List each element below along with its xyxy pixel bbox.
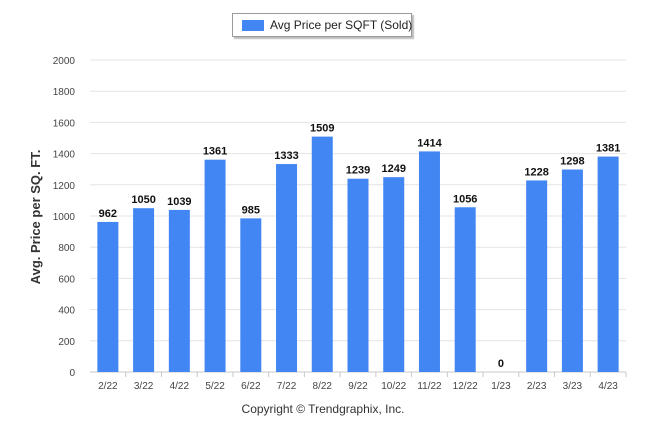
bar-5-22 xyxy=(204,159,226,372)
x-tick-label: 8/22 xyxy=(313,381,333,392)
x-tick-label: 3/22 xyxy=(134,381,154,392)
bar-3-22 xyxy=(133,208,155,372)
bar-8-22 xyxy=(311,136,333,372)
data-label: 1509 xyxy=(310,123,334,135)
legend-swatch xyxy=(242,19,264,31)
data-label: 985 xyxy=(242,204,260,216)
y-axis-label: Avg. Price per SQ. FT. xyxy=(28,150,43,285)
bar-11-22 xyxy=(418,151,440,372)
y-axis-ticks: 0 200 400 600 800 1000 1200 1400 1600 1800 2000 xyxy=(53,56,76,379)
x-tick-label: 1/23 xyxy=(491,381,511,392)
data-label: 1050 xyxy=(131,194,155,206)
copyright-text: Copyright © Trendgraphix, Inc. xyxy=(241,402,405,416)
x-tick-label: 10/22 xyxy=(381,381,406,392)
x-tick-label: 12/22 xyxy=(453,381,478,392)
x-tick-label: 7/22 xyxy=(277,381,297,392)
data-labels: 962 1050 1039 1361 985 1333 1509 1239 1249 1414 10… xyxy=(99,123,621,370)
y-tick-label: 1600 xyxy=(53,118,76,129)
x-axis-ticks: 2/22 3/22 4/22 5/22 6/22 7/22 8/22 9/22 10/22 11/… xyxy=(98,372,627,392)
data-label: 1228 xyxy=(524,166,548,178)
y-tick-label: 400 xyxy=(58,306,75,317)
y-tick-label: 0 xyxy=(69,368,75,379)
legend-label: Avg Price per SQFT (Sold) xyxy=(270,18,413,32)
y-tick-label: 2000 xyxy=(53,56,76,67)
x-tick-label: 4/23 xyxy=(598,381,618,392)
x-tick-label: 2/22 xyxy=(98,381,118,392)
bar-2-23 xyxy=(526,180,548,372)
data-label: 1381 xyxy=(596,143,620,155)
y-tick-label: 1200 xyxy=(53,181,76,192)
bar-9-22 xyxy=(347,178,369,372)
x-tick-label: 6/22 xyxy=(241,381,261,392)
bar-12-22 xyxy=(454,207,476,372)
x-tick-label: 11/22 xyxy=(417,381,442,392)
data-label: 1249 xyxy=(381,163,405,175)
y-tick-label: 200 xyxy=(58,337,75,348)
y-tick-label: 1800 xyxy=(53,87,76,98)
bars xyxy=(97,136,619,372)
data-label: 1414 xyxy=(417,137,442,149)
x-tick-label: 4/22 xyxy=(170,381,190,392)
data-label: 1039 xyxy=(167,196,191,208)
bar-4-23 xyxy=(597,156,619,372)
y-tick-label: 1000 xyxy=(53,212,76,223)
legend: Avg Price per SQFT (Sold) xyxy=(232,13,412,37)
bar-4-22 xyxy=(168,209,190,372)
bar-7-22 xyxy=(276,164,298,372)
bar-3-23 xyxy=(561,169,583,372)
bar-10-22 xyxy=(383,177,405,372)
data-label: 1056 xyxy=(453,193,477,205)
data-label: 0 xyxy=(498,358,504,370)
x-tick-label: 5/22 xyxy=(205,381,225,392)
data-label: 1298 xyxy=(560,156,584,168)
bar-2-22 xyxy=(97,221,119,372)
y-tick-label: 600 xyxy=(58,274,75,285)
y-tick-label: 1400 xyxy=(53,150,76,161)
data-label: 1239 xyxy=(346,165,370,177)
data-label: 1361 xyxy=(203,146,227,158)
data-label: 962 xyxy=(99,208,117,220)
x-tick-label: 3/23 xyxy=(563,381,583,392)
y-tick-label: 800 xyxy=(58,243,75,254)
x-tick-label: 2/23 xyxy=(527,381,547,392)
x-tick-label: 9/22 xyxy=(348,381,368,392)
data-label: 1333 xyxy=(274,150,298,162)
bar-6-22 xyxy=(240,218,262,372)
